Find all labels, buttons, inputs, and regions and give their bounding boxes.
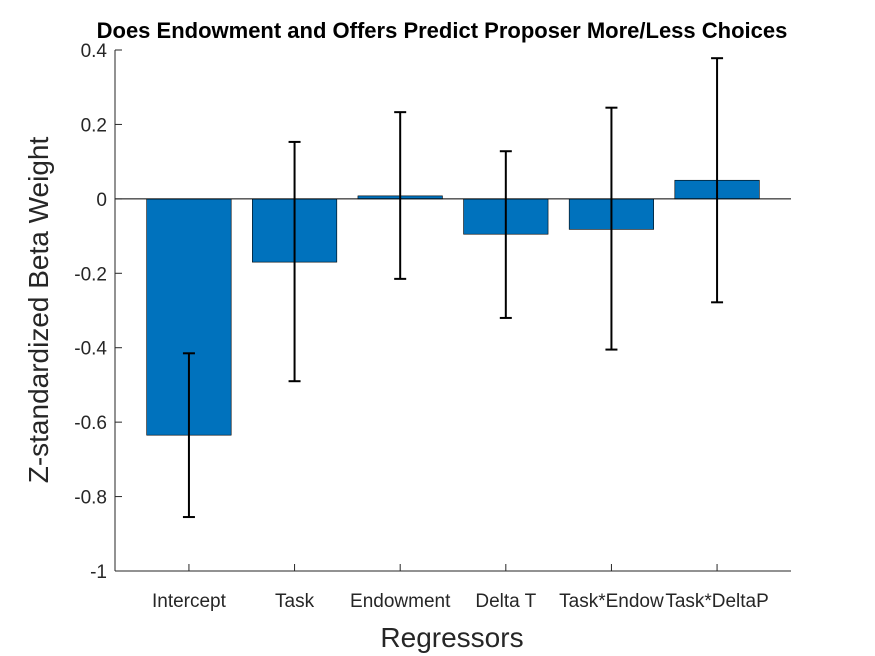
x-tick-label: Intercept — [152, 591, 227, 612]
x-tick-label: Delta T — [475, 591, 536, 612]
y-tick-label: 0 — [96, 190, 107, 211]
y-tick-label: 0.2 — [81, 115, 107, 136]
x-tick-label: Task*DeltaP — [665, 591, 769, 612]
y-tick-label: -0.2 — [74, 264, 107, 285]
y-tick-label: -1 — [90, 562, 107, 583]
chart-title: Does Endowment and Offers Predict Propos… — [97, 18, 788, 43]
x-tick-label: Task*Endow — [559, 591, 664, 612]
y-tick-label: -0.6 — [74, 413, 107, 434]
x-tick-label: Task — [275, 591, 315, 612]
x-tick-label: Endowment — [350, 591, 451, 612]
x-axis-label: Regressors — [380, 622, 523, 653]
plot-area: -1 -0.8 -0.6 -0.4 -0.2 0 0.2 0.4 Intercept Task En… — [74, 41, 791, 612]
y-tick-label: -0.4 — [74, 339, 107, 360]
y-axis-label: Z-standardized Beta Weight — [23, 137, 54, 484]
y-tick-label: -0.8 — [74, 488, 107, 509]
y-tick-label: 0.4 — [81, 41, 108, 62]
